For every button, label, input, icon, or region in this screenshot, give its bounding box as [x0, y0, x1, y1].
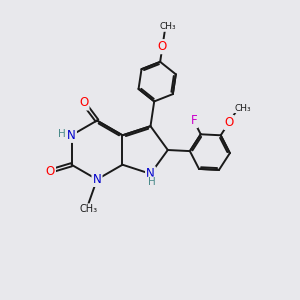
Text: H: H [58, 129, 66, 139]
Text: O: O [46, 165, 55, 178]
Text: CH₃: CH₃ [234, 103, 251, 112]
Text: N: N [146, 167, 155, 180]
Text: O: O [158, 40, 167, 53]
Text: H: H [148, 177, 156, 187]
Text: O: O [79, 96, 88, 110]
Text: H: H [148, 177, 156, 187]
Text: F: F [190, 114, 197, 127]
Text: O: O [224, 116, 234, 129]
Text: O: O [79, 96, 88, 110]
Text: F: F [190, 114, 197, 127]
Text: O: O [224, 116, 234, 129]
Text: CH₃: CH₃ [79, 204, 97, 214]
Text: H: H [58, 129, 66, 139]
Text: N: N [146, 167, 155, 180]
Text: O: O [46, 165, 55, 178]
Text: N: N [93, 173, 101, 186]
Text: N: N [67, 129, 76, 142]
Text: O: O [158, 40, 167, 53]
Text: N: N [67, 129, 76, 142]
Text: CH₃: CH₃ [160, 22, 176, 32]
Text: N: N [93, 173, 101, 186]
